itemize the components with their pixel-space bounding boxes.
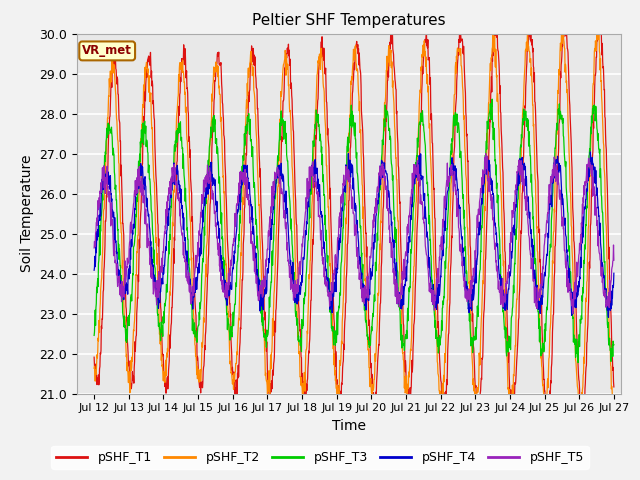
Legend: pSHF_T1, pSHF_T2, pSHF_T3, pSHF_T4, pSHF_T5: pSHF_T1, pSHF_T2, pSHF_T3, pSHF_T4, pSHF…	[51, 446, 589, 469]
X-axis label: Time: Time	[332, 419, 366, 433]
Y-axis label: Soil Temperature: Soil Temperature	[20, 155, 34, 272]
Title: Peltier SHF Temperatures: Peltier SHF Temperatures	[252, 13, 445, 28]
Text: VR_met: VR_met	[82, 44, 132, 58]
